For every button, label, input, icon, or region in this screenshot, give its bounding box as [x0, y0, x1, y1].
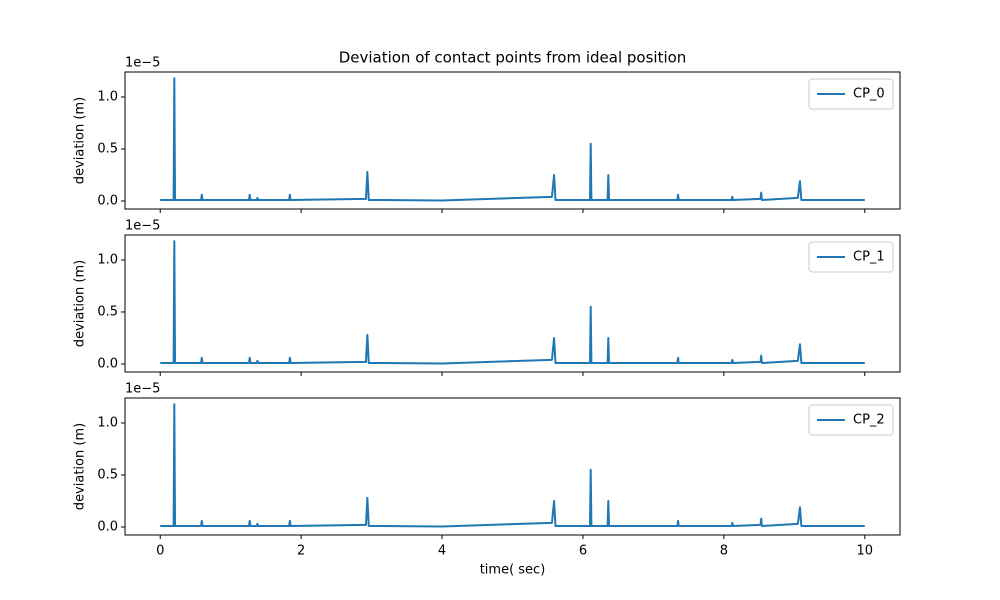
y-tick-label: 0.0	[97, 356, 118, 371]
legend-label: CP_0	[853, 87, 885, 102]
y-tick-label: 1.0	[97, 252, 118, 267]
x-tick-label: 8	[720, 544, 728, 559]
y-offset-label: 1e−5	[125, 56, 160, 71]
legend-box	[808, 404, 894, 436]
y-tick-label: 0.5	[97, 467, 118, 482]
axes-frame	[124, 71, 901, 210]
chart-title: Deviation of contact points from ideal p…	[339, 49, 687, 67]
y-tick-label: 0.0	[97, 193, 118, 208]
legend-label: CP_2	[853, 413, 885, 428]
legend-box	[808, 241, 894, 273]
x-tick-label: 10	[856, 544, 873, 559]
axes-frame	[124, 397, 901, 536]
x-tick-label: 4	[438, 544, 446, 559]
x-tick-label: 0	[156, 544, 164, 559]
y-tick-label: 1.0	[97, 415, 118, 430]
y-axis-label: deviation (m)	[73, 97, 88, 184]
y-tick-label: 0.5	[97, 141, 118, 156]
y-tick-label: 0.0	[97, 519, 118, 534]
legend-label: CP_1	[853, 250, 885, 265]
x-tick-label: 2	[297, 544, 305, 559]
y-axis-label: deviation (m)	[73, 423, 88, 510]
y-tick-label: 1.0	[97, 89, 118, 104]
y-offset-label: 1e−5	[125, 219, 160, 234]
y-tick-label: 0.5	[97, 304, 118, 319]
legend-box	[808, 78, 894, 110]
x-tick-label: 6	[579, 544, 587, 559]
line	[160, 240, 865, 365]
line	[160, 77, 865, 202]
x-axis-label: time( sec)	[480, 563, 546, 578]
line	[160, 403, 865, 528]
y-axis-label: deviation (m)	[73, 260, 88, 347]
axes-frame	[124, 234, 901, 373]
y-offset-label: 1e−5	[125, 382, 160, 397]
